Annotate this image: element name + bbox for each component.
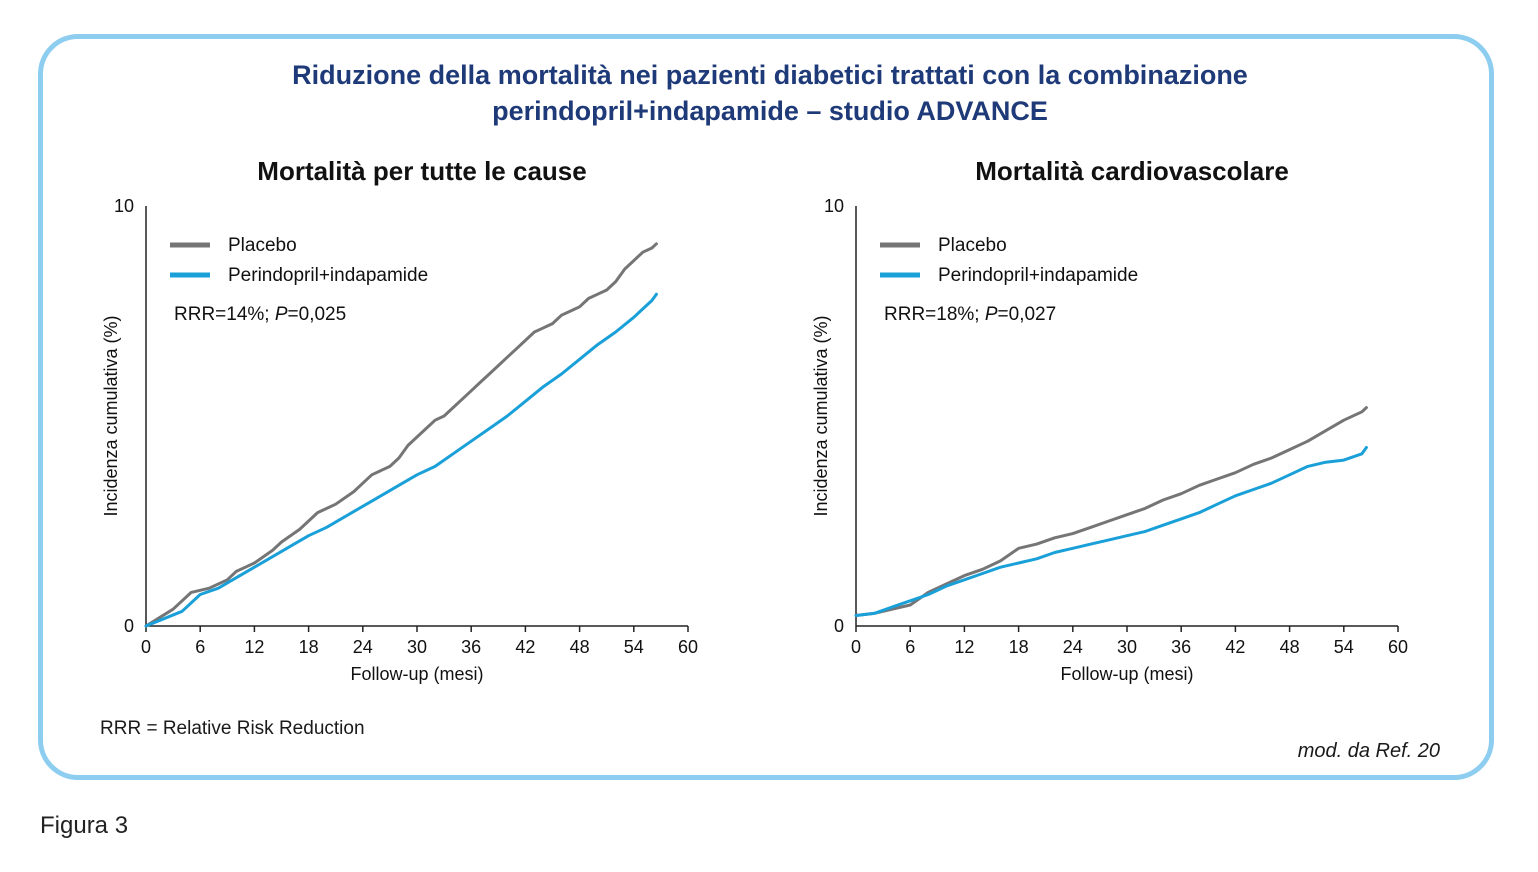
footnote-rrr: RRR = Relative Risk Reduction <box>100 718 365 739</box>
y-tick-label: 0 <box>124 616 134 636</box>
y-axis-label: Incidenza cumulativa (%) <box>101 315 121 516</box>
main-title-line2: perindopril+indapamide – studio ADVANCE <box>492 96 1048 126</box>
rrr-annotation: RRR=14%; P=0,025 <box>174 304 346 325</box>
x-tick-label: 54 <box>624 637 644 657</box>
x-tick-label: 18 <box>1009 637 1029 657</box>
x-tick-label: 36 <box>461 637 481 657</box>
x-tick-label: 12 <box>954 637 974 657</box>
x-axis-label: Follow-up (mesi) <box>1060 664 1193 684</box>
x-tick-label: 48 <box>1280 637 1300 657</box>
x-tick-label: 60 <box>1388 637 1408 657</box>
x-tick-label: 12 <box>244 637 264 657</box>
x-tick-label: 0 <box>141 637 151 657</box>
x-tick-label: 18 <box>299 637 319 657</box>
chart-title: Mortalità per tutte le cause <box>257 156 586 186</box>
y-tick-label: 0 <box>834 616 844 636</box>
x-tick-label: 42 <box>515 637 535 657</box>
series-line-treatment <box>854 446 1368 617</box>
x-tick-label: 36 <box>1171 637 1191 657</box>
x-tick-label: 6 <box>905 637 915 657</box>
chart-title: Mortalità cardiovascolare <box>975 156 1289 186</box>
x-tick-label: 24 <box>1063 637 1083 657</box>
chart-svg: Mortalità cardiovascolare 0 6 12 18 24 30 36 42 4… <box>811 156 1408 684</box>
x-tick-label: 42 <box>1225 637 1245 657</box>
chart-all-cause-mortality: Mortalità per tutte le cause 0 6 12 18 24 30 36… <box>50 150 750 700</box>
x-tick-label: 30 <box>1117 637 1137 657</box>
main-title-line1: Riduzione della mortalità nei pazienti d… <box>292 60 1248 90</box>
source-credit: mod. da Ref. 20 <box>1297 740 1440 762</box>
legend-label: Perindopril+indapamide <box>228 265 428 286</box>
chart-cardiovascular-mortality: Mortalità cardiovascolare 0 6 12 18 24 30 36 42 4… <box>760 150 1460 700</box>
x-tick-label: 48 <box>570 637 590 657</box>
legend-label: Perindopril+indapamide <box>938 265 1138 286</box>
x-tick-label: 0 <box>851 637 861 657</box>
figure-label: Figura 3 <box>40 812 129 839</box>
x-tick-label: 60 <box>678 637 698 657</box>
x-tick-label: 54 <box>1334 637 1354 657</box>
x-axis-label: Follow-up (mesi) <box>350 664 483 684</box>
series-line-placebo <box>144 242 658 628</box>
y-tick-label: 10 <box>824 196 844 216</box>
series-line-placebo <box>854 406 1368 617</box>
figure-frame <box>38 34 1494 780</box>
legend-label: Placebo <box>228 235 297 256</box>
x-tick-label: 24 <box>353 637 373 657</box>
x-tick-label: 30 <box>407 637 427 657</box>
legend-label: Placebo <box>938 235 1007 256</box>
series-line-treatment <box>144 292 658 628</box>
y-axis-label: Incidenza cumulativa (%) <box>811 315 831 516</box>
chart-svg: Mortalità per tutte le cause 0 6 12 18 24 30 36… <box>101 156 698 684</box>
rrr-annotation: RRR=18%; P=0,027 <box>884 304 1056 325</box>
y-tick-label: 10 <box>114 196 134 216</box>
x-tick-label: 6 <box>195 637 205 657</box>
